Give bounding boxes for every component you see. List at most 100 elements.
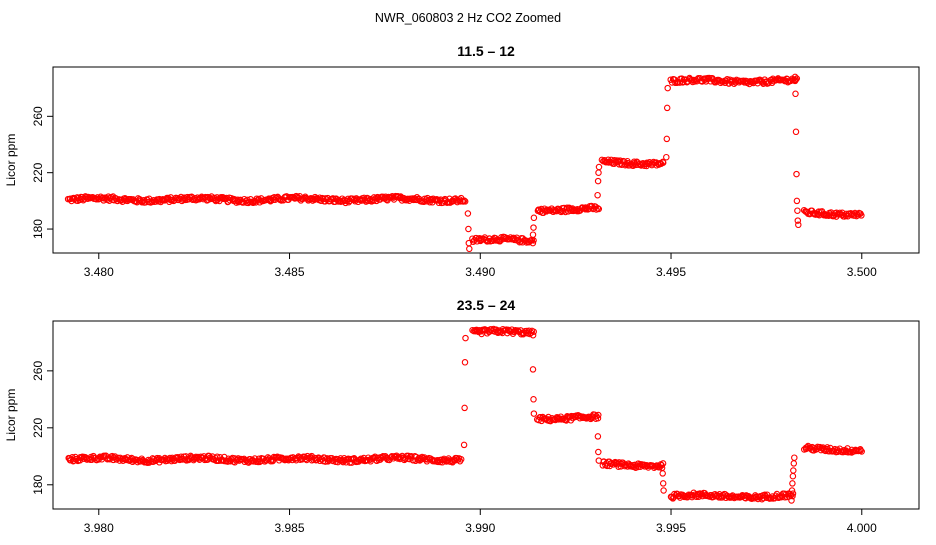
transition-point <box>530 396 537 403</box>
transition-point <box>663 153 670 161</box>
plot-frame <box>52 320 920 510</box>
transition-point <box>594 191 601 199</box>
data-point <box>529 239 537 247</box>
data-point <box>815 208 822 215</box>
transition-point <box>530 214 538 222</box>
data-point <box>529 331 537 339</box>
data-point <box>591 411 598 418</box>
transition-point <box>789 480 796 487</box>
data-point <box>543 206 551 214</box>
transition-point <box>790 460 798 467</box>
data-point <box>209 453 216 460</box>
data-point <box>659 159 667 166</box>
panel-title: 23.5 – 24 <box>457 297 516 313</box>
data-point <box>690 489 697 497</box>
transition-point <box>659 470 666 477</box>
transition-point <box>594 177 602 185</box>
data-point <box>702 75 709 82</box>
transition-point <box>788 497 795 504</box>
x-tick-label: 3.995 <box>656 521 686 535</box>
plot-frame <box>52 66 920 254</box>
x-tick-label: 3.985 <box>275 521 305 535</box>
data-point <box>705 74 713 82</box>
transition-point <box>795 221 802 229</box>
x-tick-label: 4.000 <box>847 521 877 535</box>
transition-point <box>790 467 797 474</box>
transition-point <box>664 84 671 92</box>
data-point <box>857 447 864 454</box>
data-point <box>616 161 623 168</box>
transition-point <box>792 128 800 136</box>
transition-point <box>461 359 469 366</box>
transition-point <box>595 457 603 464</box>
data-point <box>460 197 468 204</box>
data-point <box>753 494 760 501</box>
data-point <box>148 198 156 206</box>
panel-bottom: 23.5 – 24 Licor ppm 3.980 3.985 3.990 3.995 4.… <box>4 297 920 535</box>
transition-point <box>530 410 538 417</box>
data-point <box>461 198 469 205</box>
y-axis-label: Licor ppm <box>4 389 18 442</box>
y-tick-label: 180 <box>31 219 45 239</box>
transition-point <box>464 210 472 217</box>
transition-point <box>595 448 602 456</box>
data-point <box>789 490 797 497</box>
x-tick-label: 3.485 <box>275 265 305 279</box>
y-tick-label: 220 <box>31 417 45 437</box>
transition-point <box>466 245 473 253</box>
data-point <box>249 199 257 207</box>
transition-point <box>595 163 603 171</box>
data-point <box>858 448 865 455</box>
transition-point <box>460 441 468 449</box>
data-point <box>459 198 467 205</box>
panel-top: 11.5 – 12 Licor ppm 3.480 3.485 3.490 3.495 3.… <box>4 43 920 279</box>
y-tick-label: 180 <box>31 474 45 494</box>
transition-point <box>462 334 469 342</box>
data-point <box>105 193 112 200</box>
panel-title: 11.5 – 12 <box>457 43 515 59</box>
transition-point <box>594 433 602 440</box>
x-tick-label: 3.490 <box>465 265 495 279</box>
data-point <box>826 447 833 455</box>
data-point <box>530 328 537 335</box>
data-point <box>858 212 865 219</box>
data-point <box>658 462 665 469</box>
data-point <box>624 463 631 470</box>
data-point <box>763 494 770 502</box>
transition-point <box>595 169 602 176</box>
transition-point <box>788 487 796 494</box>
figure-title: NWR_060803 2 Hz CO2 Zoomed <box>375 11 561 25</box>
transition-point <box>793 170 800 178</box>
data-point <box>457 456 465 463</box>
transition-point <box>663 104 671 112</box>
data-point <box>181 456 189 463</box>
data-point <box>792 76 800 83</box>
transition-point <box>789 472 797 480</box>
data-points <box>65 325 865 504</box>
data-point <box>106 197 113 204</box>
transition-point <box>659 480 667 487</box>
transition-point <box>793 197 801 205</box>
transition-point <box>791 454 798 461</box>
transition-point <box>794 217 802 224</box>
transition-point <box>465 225 472 233</box>
data-point <box>594 414 602 422</box>
transition-point <box>792 90 799 98</box>
transition-point <box>663 135 671 143</box>
y-tick-label: 220 <box>31 162 45 182</box>
data-point <box>213 453 221 461</box>
data-point <box>593 206 600 213</box>
x-tick-label: 3.990 <box>465 521 495 535</box>
data-point <box>659 460 667 467</box>
transition-point <box>461 404 468 412</box>
y-tick-label: 260 <box>31 106 45 126</box>
transition-point <box>529 231 537 238</box>
x-tick-label: 3.480 <box>84 265 114 279</box>
transition-point <box>794 207 801 214</box>
transition-point <box>530 224 537 231</box>
y-tick-label: 260 <box>31 361 45 381</box>
data-point <box>793 75 801 82</box>
data-point <box>382 193 389 201</box>
